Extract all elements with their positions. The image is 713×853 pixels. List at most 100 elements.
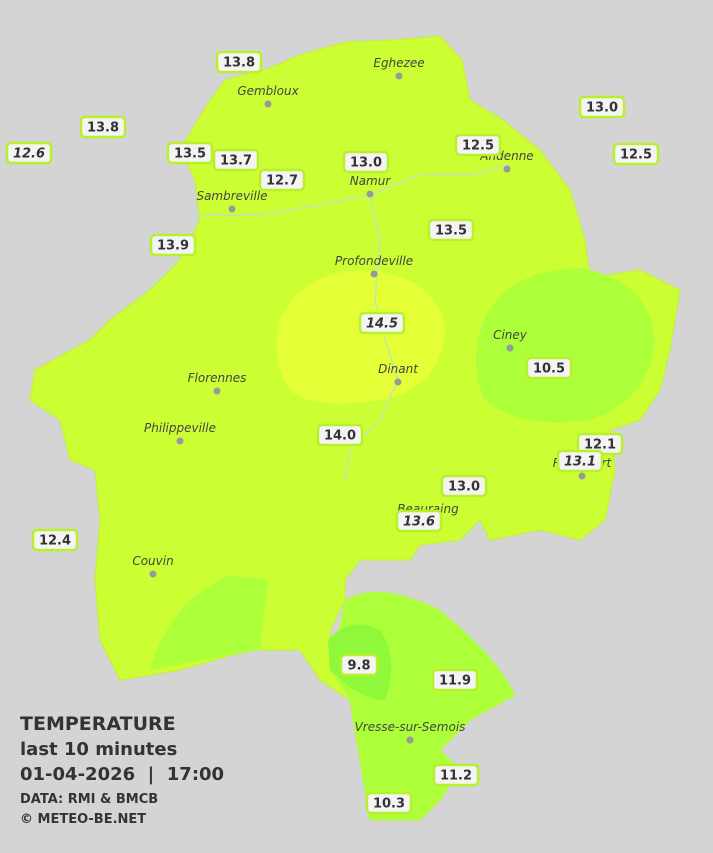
- station-value: 12.1: [584, 438, 616, 453]
- city-label: Namur: [350, 174, 392, 188]
- station-value: 11.2: [440, 769, 472, 784]
- station-value: 12.7: [266, 174, 298, 189]
- datetime: 01-04-2026 | 17:00: [20, 764, 224, 785]
- city-dot: [213, 387, 221, 395]
- station: 12.5: [454, 133, 502, 157]
- station: 11.2: [432, 763, 480, 787]
- station: 13.9: [149, 233, 197, 257]
- title: TEMPERATURE: [20, 713, 176, 735]
- station: 12.4: [31, 528, 79, 552]
- station-value: 12.5: [462, 139, 494, 154]
- city-dot: [264, 100, 272, 108]
- station-box: [578, 95, 626, 119]
- station: 13.7: [212, 148, 260, 172]
- station: 13.0: [578, 95, 626, 119]
- station-value: 13.0: [350, 156, 382, 171]
- source: DATA: RMI & BMCB: [20, 792, 158, 807]
- station-value: 14.0: [324, 429, 356, 444]
- city-dot: [149, 570, 157, 578]
- station-box: [358, 311, 406, 335]
- station-box: [79, 115, 127, 139]
- station-box: [149, 233, 197, 257]
- station-box: [212, 148, 260, 172]
- credit: © METEO-BE.NET: [20, 812, 146, 827]
- station-value: 12.6: [13, 147, 45, 162]
- city-label: Vresse-sur-Semois: [355, 720, 466, 734]
- station-box: [440, 474, 488, 498]
- station-value: 13.0: [448, 480, 480, 495]
- station-value: 13.8: [87, 121, 119, 136]
- station-value: 13.8: [223, 56, 255, 71]
- city-label: Couvin: [132, 554, 173, 568]
- station: 10.3: [365, 791, 413, 815]
- station: 12.6: [5, 141, 53, 165]
- subtitle: last 10 minutes: [20, 739, 177, 760]
- station-box: [5, 141, 53, 165]
- station: 13.5: [427, 218, 475, 242]
- city-dot: [228, 205, 236, 213]
- station: 13.8: [79, 115, 127, 139]
- city-dot: [578, 472, 586, 480]
- station-value: 13.5: [435, 224, 467, 239]
- cool-zone: [150, 575, 268, 670]
- station-value: 11.9: [439, 674, 471, 689]
- city-dot: [176, 437, 184, 445]
- station: 12.5: [612, 142, 660, 166]
- station-value: 12.5: [620, 148, 652, 163]
- city-dot: [370, 270, 378, 278]
- station: 13.6: [395, 509, 443, 533]
- station: 10.5: [525, 356, 573, 380]
- station-box: [427, 218, 475, 242]
- city-dot: [506, 344, 514, 352]
- station: 13.5: [166, 141, 214, 165]
- city-label: Ciney: [493, 328, 528, 342]
- station-box: [342, 150, 390, 174]
- station-box: [612, 142, 660, 166]
- city-label: Eghezee: [373, 56, 424, 70]
- city-label: Sambreville: [196, 189, 267, 203]
- city-label: Philippeville: [144, 421, 216, 435]
- station-value: 13.6: [403, 515, 435, 530]
- station: 13.0: [440, 474, 488, 498]
- city-label: Gembloux: [237, 84, 299, 98]
- station-value: 13.1: [564, 455, 596, 470]
- station-value: 14.5: [366, 317, 398, 332]
- station-value: 13.9: [157, 239, 189, 254]
- station: 11.9: [431, 668, 479, 692]
- city-dot: [394, 378, 402, 386]
- station-box: [454, 133, 502, 157]
- station-value: 12.4: [39, 534, 71, 549]
- city-dot: [503, 165, 511, 173]
- station: 14.0: [316, 423, 364, 447]
- station-value: 9.8: [347, 659, 370, 674]
- station-box: [166, 141, 214, 165]
- station: 12.7: [258, 168, 306, 192]
- city-label: Florennes: [188, 371, 247, 385]
- station-value: 10.3: [373, 797, 405, 812]
- station-value: 10.5: [533, 362, 565, 377]
- city-dot: [395, 72, 403, 80]
- station-box: [395, 509, 443, 533]
- station-box: [431, 668, 479, 692]
- station: 9.8: [339, 653, 379, 677]
- station-value: 13.0: [586, 101, 618, 116]
- station: 13.8: [215, 50, 263, 74]
- station-value: 13.5: [174, 147, 206, 162]
- city-label: Dinant: [378, 362, 419, 376]
- station-value: 13.7: [220, 154, 252, 169]
- station-box: [556, 449, 604, 473]
- station-box: [316, 423, 364, 447]
- city-dot: [406, 736, 414, 744]
- station-box: [339, 653, 379, 677]
- station: 12.1: [576, 432, 624, 456]
- cool-zone: [476, 268, 655, 423]
- city-dot: [366, 190, 374, 198]
- station-box: [215, 50, 263, 74]
- station-box: [365, 791, 413, 815]
- station: 13.0: [342, 150, 390, 174]
- station-box: [31, 528, 79, 552]
- station-box: [525, 356, 573, 380]
- station-box: [258, 168, 306, 192]
- station-box: [432, 763, 480, 787]
